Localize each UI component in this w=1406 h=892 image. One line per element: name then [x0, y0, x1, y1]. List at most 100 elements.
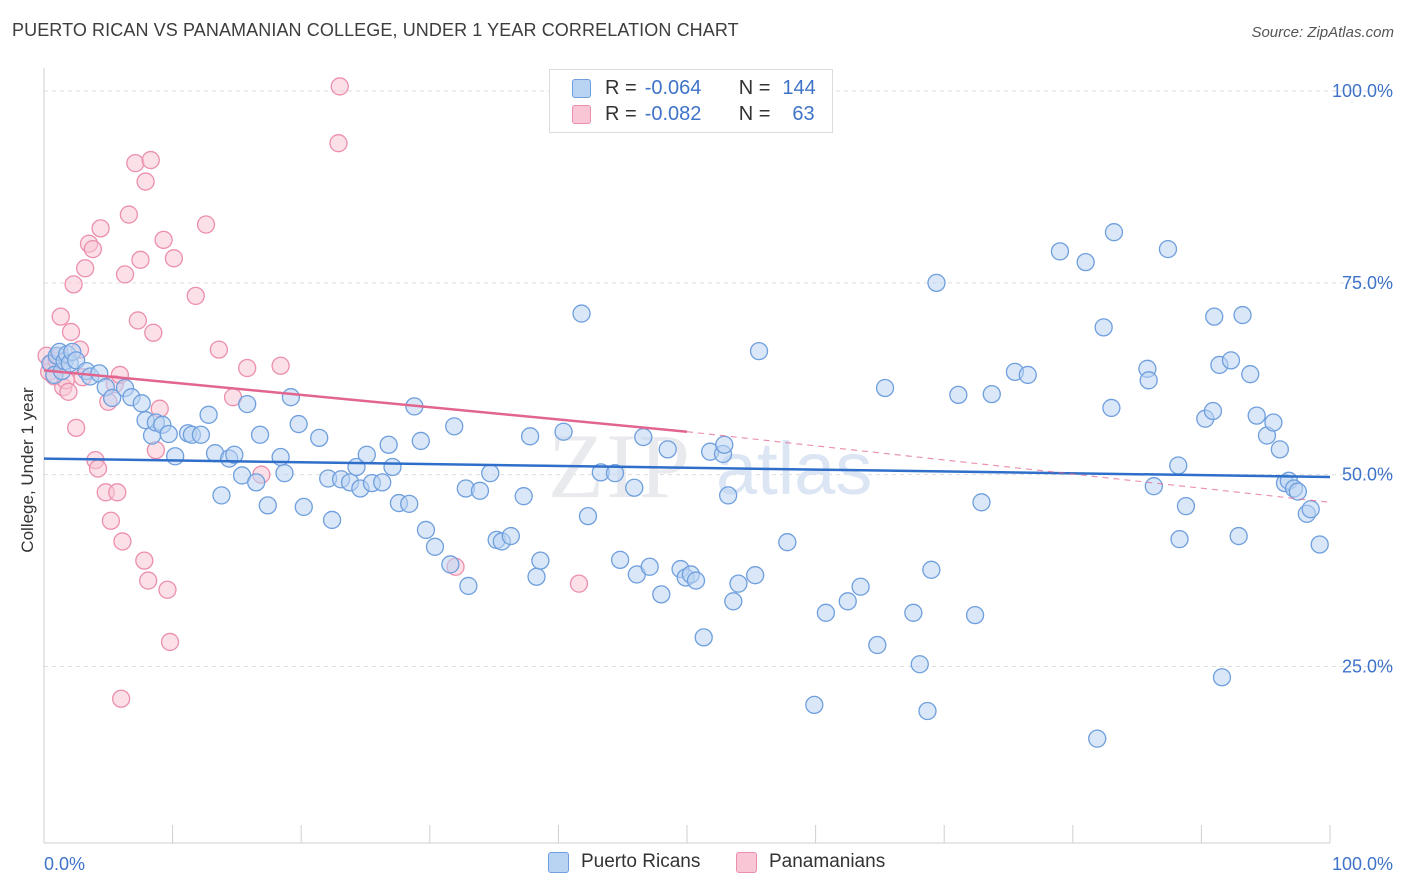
- data-point: [83, 239, 103, 259]
- data-point: [209, 340, 229, 359]
- data-point: [610, 550, 630, 570]
- data-point: [652, 585, 671, 604]
- pink-swatch-icon: [572, 104, 591, 124]
- data-point: [1229, 526, 1248, 546]
- data-point: [459, 576, 478, 596]
- data-point: [51, 307, 70, 326]
- data-point: [61, 322, 81, 342]
- data-point: [715, 435, 734, 454]
- data-point: [289, 414, 308, 434]
- data-point: [158, 580, 177, 599]
- data-point: [719, 486, 738, 505]
- data-point: [1212, 668, 1232, 687]
- data-point: [136, 172, 155, 191]
- data-point: [411, 431, 430, 451]
- data-point: [199, 405, 218, 424]
- data-point: [1310, 535, 1329, 554]
- data-point: [851, 577, 870, 596]
- data-point: [501, 526, 520, 546]
- series-legend: Puerto Ricans Panamanians: [0, 851, 1406, 879]
- data-point: [76, 259, 95, 278]
- data-point: [141, 150, 160, 170]
- data-point: [275, 463, 294, 483]
- data-point: [88, 459, 108, 478]
- pink-swatch-icon: [736, 851, 757, 873]
- data-point: [910, 655, 929, 674]
- data-point: [514, 487, 533, 506]
- data-point: [640, 557, 659, 576]
- data-point: [724, 592, 743, 611]
- axes: [43, 68, 1331, 844]
- panamanians-trend-extension: [686, 431, 1331, 503]
- data-point: [383, 457, 402, 477]
- trend-lines: [43, 369, 1331, 503]
- data-point: [247, 473, 266, 492]
- data-point: [119, 205, 139, 224]
- data-point: [191, 425, 211, 444]
- data-point: [904, 603, 923, 622]
- data-point: [103, 388, 122, 408]
- data-point: [322, 510, 342, 530]
- data-point: [746, 566, 765, 585]
- data-point: [1288, 482, 1307, 501]
- source-credit: Source: ZipAtlas.com: [1251, 24, 1394, 41]
- chart-title: PUERTO RICAN VS PANAMANIAN COLLEGE, UNDE…: [12, 20, 739, 40]
- data-point: [1018, 365, 1037, 385]
- legend-item-puerto-ricans[interactable]: Puerto Ricans: [548, 851, 700, 873]
- data-point: [425, 537, 445, 556]
- data-point: [982, 384, 1001, 404]
- data-point: [1094, 318, 1113, 337]
- y-tick-label: 50.0%: [1342, 465, 1393, 485]
- data-point: [186, 286, 205, 306]
- data-point: [132, 394, 151, 413]
- data-point: [527, 567, 546, 586]
- r-value: -0.082: [644, 102, 702, 125]
- data-point: [250, 425, 270, 444]
- data-point: [112, 689, 131, 708]
- blue-swatch-icon: [572, 78, 591, 98]
- data-point: [139, 571, 158, 590]
- data-point: [238, 358, 257, 378]
- data-point: [1247, 406, 1266, 425]
- data-point: [972, 493, 991, 512]
- data-point: [64, 275, 83, 294]
- puerto-ricans-trend-line: [43, 457, 1331, 479]
- data-point: [115, 265, 135, 284]
- tick-labels: 25.0% 50.0% 75.0% 100.0% 0.0% 100.0%: [44, 81, 1393, 874]
- panamanians-points: [37, 77, 589, 708]
- data-point: [373, 473, 392, 492]
- data-point: [131, 250, 150, 269]
- r-label: R =: [605, 102, 637, 125]
- data-point: [554, 422, 573, 441]
- data-point: [1233, 305, 1252, 325]
- data-point: [634, 427, 653, 447]
- n-value: 63: [792, 102, 815, 125]
- data-point: [1170, 529, 1189, 549]
- data-point: [135, 551, 154, 570]
- stats-legend: R = -0.064 N = 144 R = -0.082 N = 63: [549, 69, 833, 133]
- data-point: [1050, 242, 1070, 261]
- panamanians-trend-line: [43, 369, 688, 433]
- data-point: [196, 215, 216, 234]
- data-point: [1088, 729, 1107, 748]
- data-point: [1176, 496, 1196, 516]
- data-point: [838, 592, 857, 611]
- data-point: [922, 560, 941, 579]
- data-point: [569, 574, 589, 593]
- data-point: [329, 134, 348, 153]
- data-point: [91, 219, 110, 238]
- data-point: [816, 603, 836, 622]
- data-point: [281, 388, 301, 407]
- data-point: [875, 378, 895, 398]
- data-point: [1139, 371, 1158, 390]
- data-point: [1169, 456, 1188, 475]
- data-point: [729, 574, 748, 593]
- data-point: [1102, 398, 1121, 418]
- data-point: [310, 428, 329, 448]
- legend-label: Panamanians: [769, 851, 886, 872]
- data-point: [416, 520, 436, 540]
- data-point: [1203, 401, 1223, 421]
- legend-item-panamanians[interactable]: Panamanians: [736, 851, 885, 873]
- data-point: [357, 445, 376, 464]
- data-point: [1205, 307, 1224, 326]
